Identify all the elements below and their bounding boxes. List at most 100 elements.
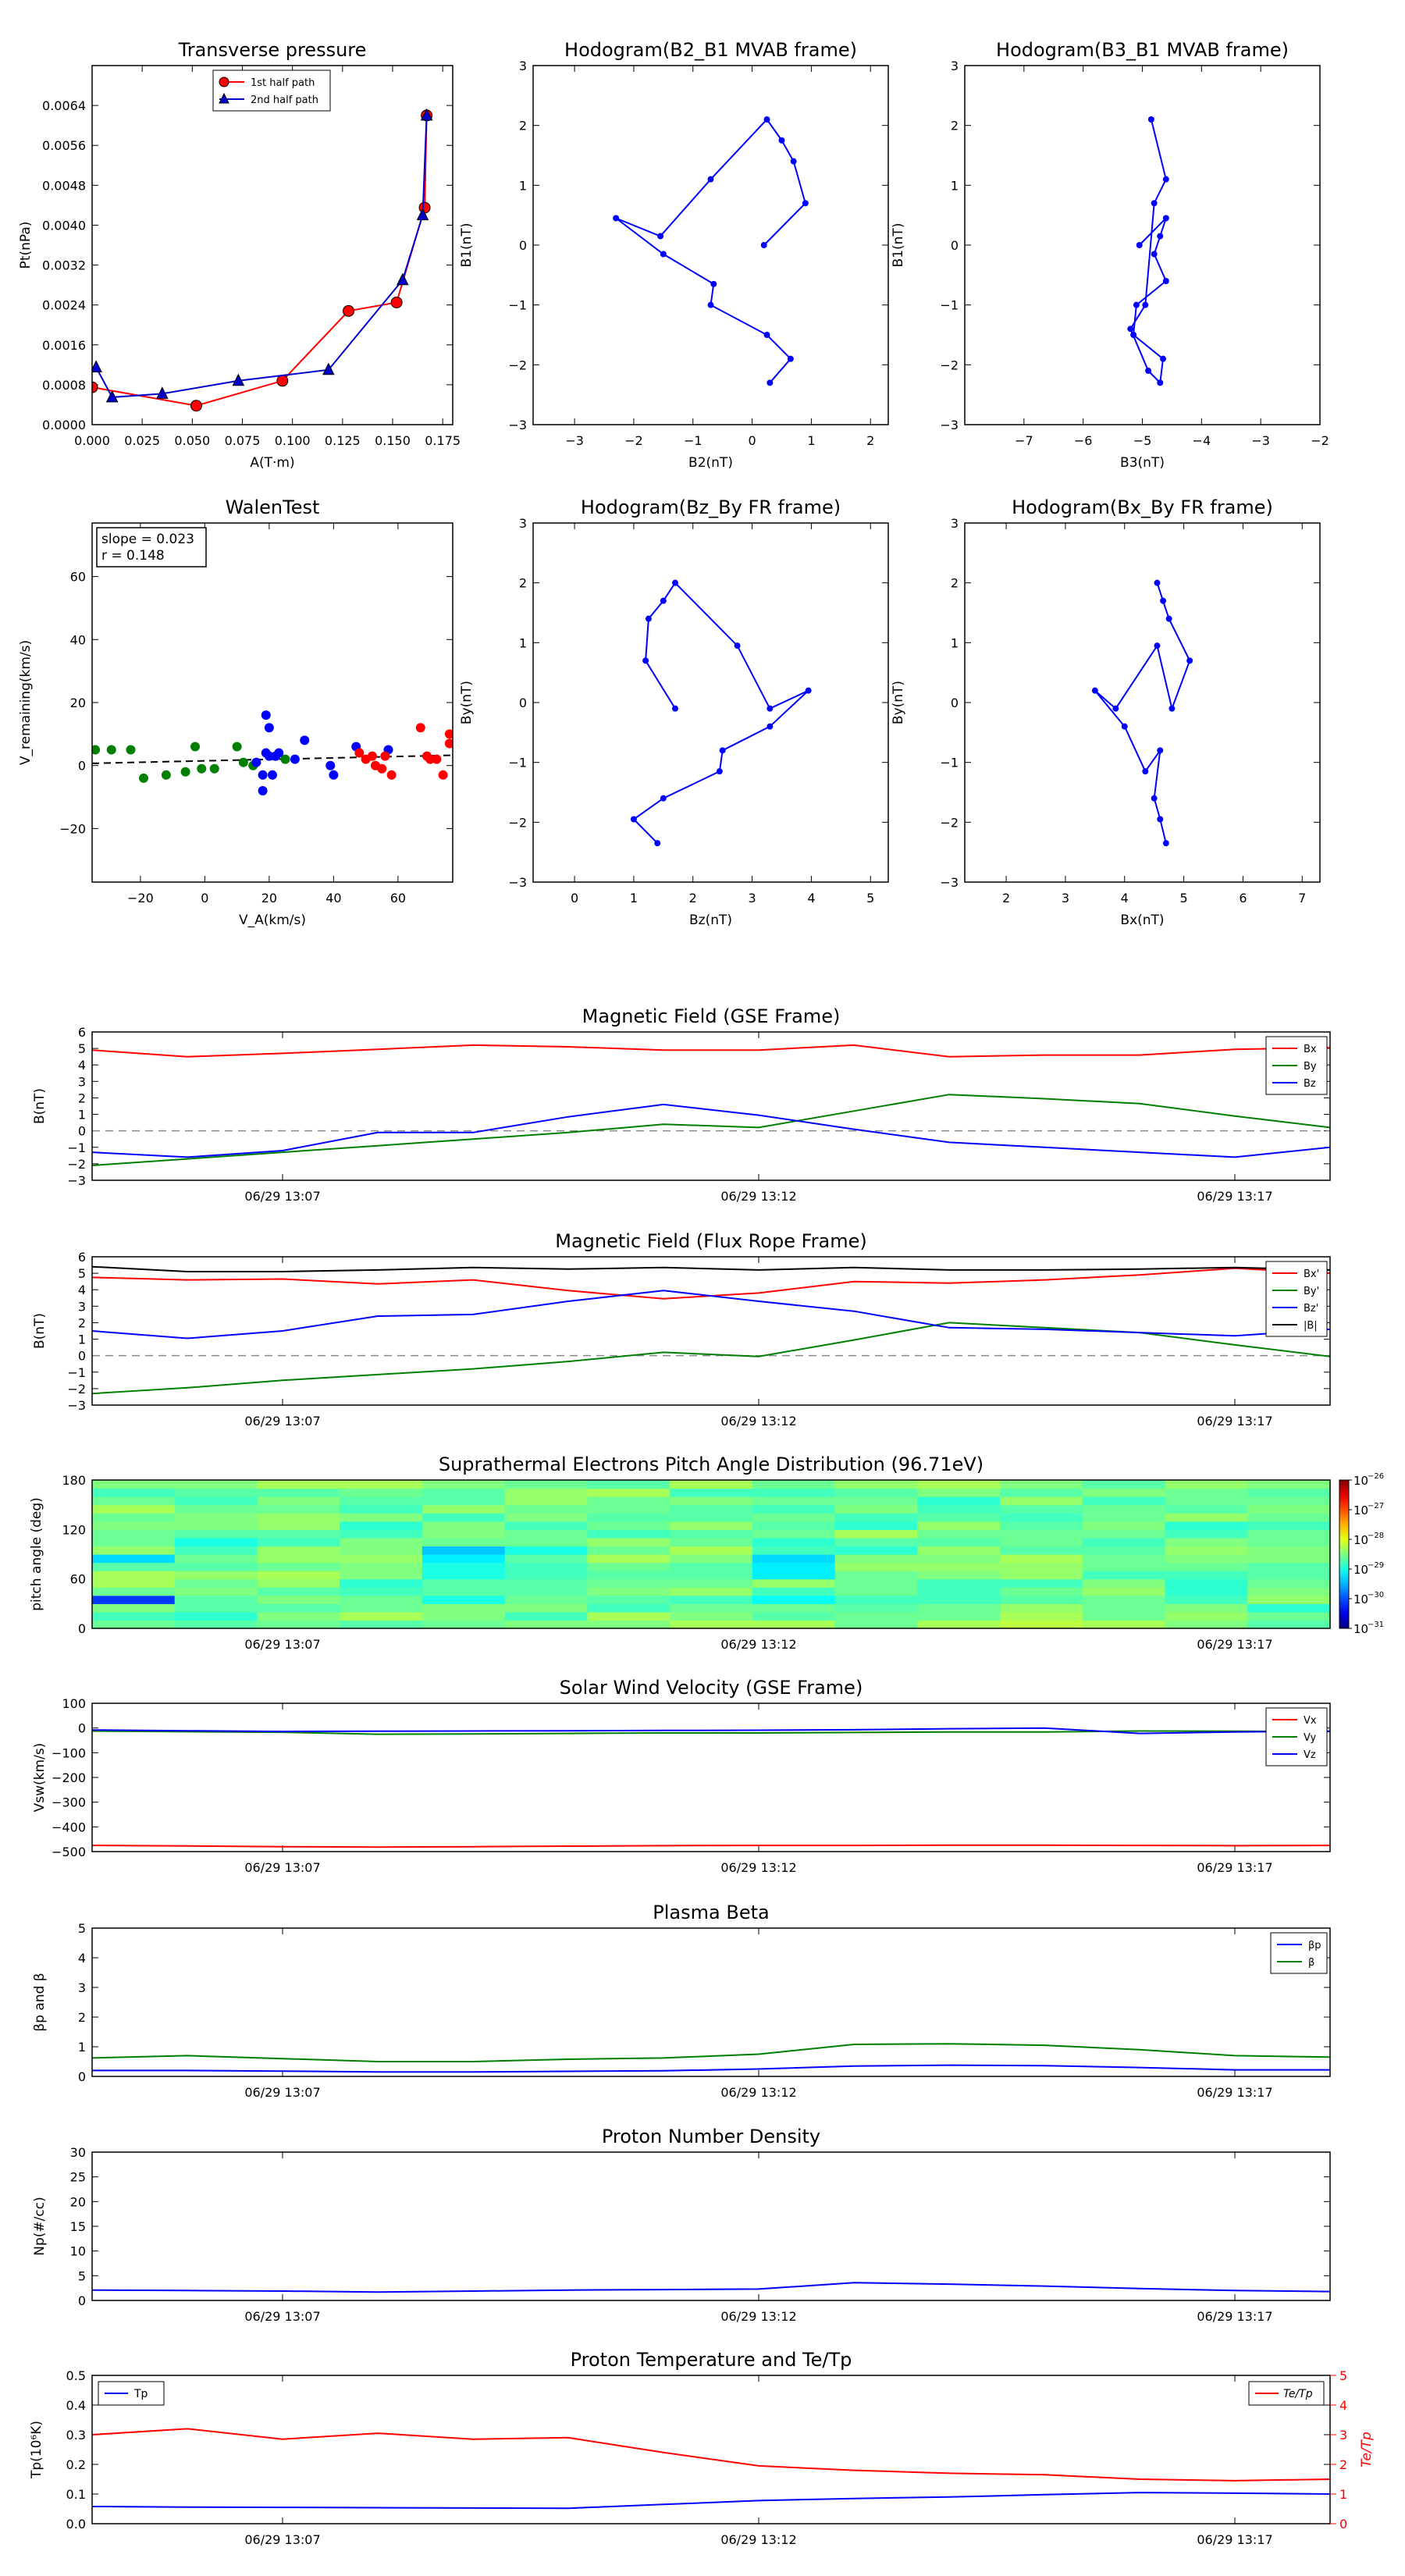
hodo3-ytick-label: 0: [519, 696, 527, 710]
tp-point-2nd: [92, 360, 102, 373]
pad-cell: [670, 1562, 753, 1571]
hodo4-xtick-label: 2: [1002, 891, 1010, 906]
pad-cell: [1000, 1504, 1083, 1514]
pad-cell: [1165, 1562, 1248, 1571]
plot-frame: [91, 1031, 1331, 1181]
temp-ytick-label: 0.4: [66, 2398, 86, 2413]
pad-cell: [340, 1611, 423, 1621]
walen-xtick-label: 0: [201, 891, 208, 906]
pad-cell: [340, 1521, 423, 1530]
pad-xtick-label: 06/29 13:12: [720, 1637, 796, 1652]
legend-label-2: Vz: [1304, 1749, 1316, 1761]
pad-cell: [1247, 1603, 1331, 1613]
walen-ytick-label: 0: [78, 759, 86, 774]
pad-cell: [340, 1529, 423, 1539]
hodo1-xtick-label: −3: [565, 433, 584, 448]
bgse-ytick-label: 3: [78, 1074, 86, 1089]
plot-frame: [91, 1256, 1331, 1406]
walen-point-0: [232, 742, 242, 752]
beta-ytick-label: 4: [78, 1951, 86, 1966]
pad-cell: [422, 1595, 506, 1604]
tp-point-2nd: [397, 272, 409, 286]
pad-cell: [422, 1496, 506, 1506]
walen-annotation-1: r = 0.148: [101, 548, 165, 564]
hodo4-point: [1154, 642, 1161, 649]
hodo1-point: [787, 355, 794, 362]
pad-cell: [504, 1587, 588, 1596]
legend-label-1: By': [1304, 1286, 1319, 1297]
temp-title: Proton Temperature and Te/Tp: [571, 2349, 852, 2371]
hodo3-point: [716, 768, 723, 775]
pad-cell: [92, 1587, 176, 1596]
colorbar-tick-exponent: −27: [1368, 1502, 1384, 1510]
pad-cell: [587, 1480, 670, 1489]
hodo1-ytick-label: 2: [519, 119, 527, 133]
tp-point-2nd: [105, 390, 119, 403]
pad-cell: [834, 1595, 918, 1604]
vsw-ytick-label: 0: [78, 1721, 86, 1736]
walen-panel: WalenTest −20 0 20 40 60 −20 0 20 40 60 V_A(km/s) V_…: [18, 496, 454, 928]
pad-cell: [1247, 1571, 1331, 1580]
pad-cell: [257, 1595, 340, 1604]
np-ytick-label: 15: [70, 2219, 86, 2234]
walen-title: WalenTest: [226, 496, 320, 518]
pad-cell: [670, 1504, 753, 1514]
pad-cell: [1165, 1537, 1248, 1547]
walen-ylabel: V_remaining(km/s): [18, 640, 34, 765]
pad-cell: [587, 1521, 670, 1530]
walen-point-1: [261, 710, 271, 720]
bgse-ytick-label: 4: [78, 1058, 86, 1073]
temp-right-tick-label: 1: [1339, 2487, 1347, 2502]
pad-cell: [92, 1496, 176, 1506]
pad-cell: [504, 1571, 588, 1580]
hodo1-ytick-label: −2: [508, 358, 527, 372]
colorbar-tick-exponent: −28: [1368, 1532, 1384, 1540]
plot-frame: [532, 65, 889, 425]
temp-ylabel-right: Te/Tp: [1359, 2432, 1375, 2467]
pad-cell: [1165, 1546, 1248, 1555]
pad-cell: [1000, 1521, 1083, 1530]
tp-legend: 1st half path 2nd half path: [212, 69, 331, 112]
pad-cell: [92, 1480, 176, 1489]
pad-cell: [834, 1587, 918, 1596]
hodo2-xtick-label: −2: [1311, 433, 1329, 448]
np-ytick-label: 25: [70, 2170, 86, 2185]
tp-point-2nd: [322, 362, 335, 375]
pad-cell: [1247, 1611, 1331, 1621]
pad-cell: [752, 1488, 836, 1497]
hodo3-title: Hodogram(Bz_By FR frame): [581, 496, 841, 518]
np-xtick-label: 06/29 13:07: [244, 2309, 320, 2324]
hodo4-ytick-label: 3: [951, 516, 959, 531]
hodo2-point: [1160, 355, 1167, 362]
pad-cell: [174, 1529, 258, 1539]
hodo1-point: [763, 332, 770, 338]
pad-cell: [504, 1488, 588, 1497]
pad-cell: [1165, 1571, 1248, 1580]
temp-right-tick-label: 3: [1339, 2428, 1347, 2443]
pad-cell: [752, 1595, 836, 1604]
pad-cell: [422, 1571, 506, 1580]
pad-cell: [504, 1504, 588, 1514]
pad-cell: [1082, 1595, 1166, 1604]
hodo3-ytick-label: −3: [508, 875, 527, 890]
hodo2-point: [1145, 368, 1152, 374]
hodo1-point: [613, 215, 620, 222]
pad-cell: [587, 1603, 670, 1613]
pad-cell: [92, 1504, 176, 1514]
pad-cell: [752, 1546, 836, 1555]
pad-cell: [1165, 1488, 1248, 1497]
pad-cell: [257, 1603, 340, 1613]
beta-panel: Plasma Beta 0 1 2 3 4 5 06/29 13:07 06/29 13:12 0…: [32, 1902, 1331, 2100]
tp-ylabel: Pt(nPa): [18, 222, 34, 269]
pad-cell: [174, 1513, 258, 1522]
pad-cell: [917, 1521, 1001, 1530]
plot-frame: [91, 1703, 1331, 1852]
pad-cell: [504, 1620, 588, 1629]
walen-point-0: [139, 773, 148, 783]
plot-frame: [91, 1479, 1331, 1629]
legend-label-1: 2nd half path: [251, 94, 318, 106]
pad-cell: [1082, 1611, 1166, 1621]
legend-label-0: βp: [1308, 1940, 1321, 1952]
bfr-ytick-label: 2: [78, 1315, 86, 1330]
pad-cell: [1247, 1554, 1331, 1564]
